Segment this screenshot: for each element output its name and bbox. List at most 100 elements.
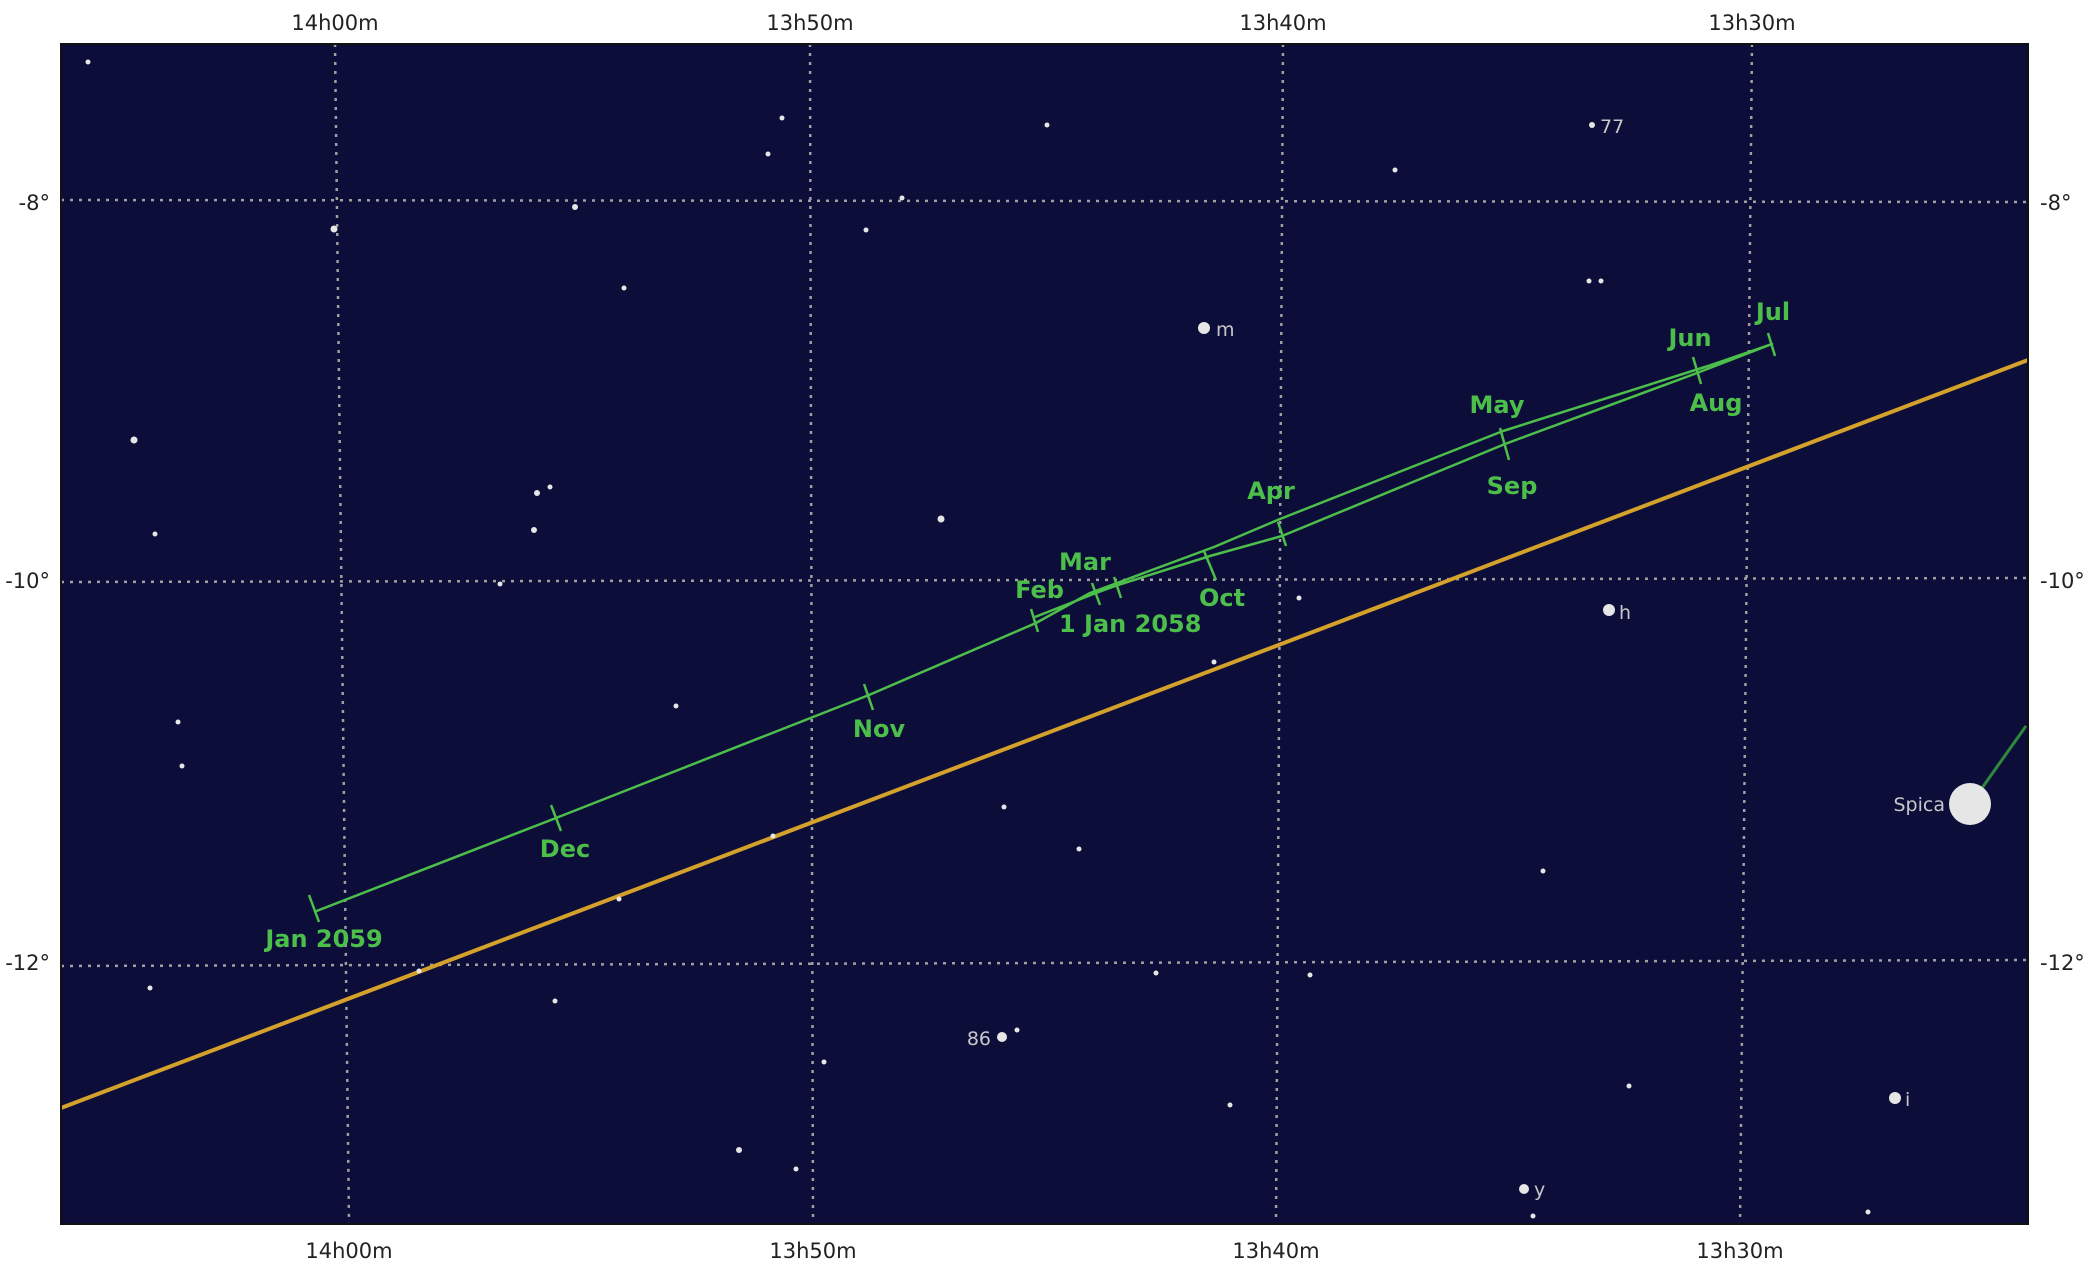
track-month-tick	[1691, 356, 1703, 385]
track-label-may: May	[1470, 391, 1525, 419]
star-label-i: i	[1905, 1089, 1910, 1111]
background-star	[152, 531, 158, 537]
background-star	[673, 703, 679, 709]
star-i	[1889, 1092, 1901, 1104]
track-label-nov: Nov	[853, 715, 906, 743]
track-label-mar: Mar	[1059, 548, 1111, 576]
dec-grid-line-minus-8	[60, 198, 2029, 204]
track-month-tick	[1766, 332, 1777, 357]
background-star	[147, 985, 153, 991]
background-star	[1586, 278, 1592, 284]
background-star	[330, 225, 338, 233]
star-spica	[1949, 783, 1991, 825]
track-month-tick	[1202, 550, 1218, 581]
ra-bottom-tick-label: 13h30m	[1696, 1239, 1783, 1263]
coordinate-grid	[60, 43, 2029, 1225]
background-star	[1530, 1213, 1536, 1219]
background-star	[1540, 868, 1546, 874]
background-star	[572, 204, 578, 210]
background-star	[736, 1147, 742, 1153]
track-month-tick	[1112, 576, 1123, 599]
track-month-tick	[1090, 582, 1102, 606]
background-star	[1014, 1027, 1020, 1033]
background-star	[130, 436, 138, 444]
ra-grid-line-14h00m	[333, 43, 351, 1225]
background-star	[1044, 122, 1050, 128]
track-label-sep: Sep	[1487, 472, 1538, 500]
spica-pointer-line	[1980, 725, 2028, 789]
track-month-labels: 1 Jan 2058 Feb Mar Apr May Jun Jul Aug S…	[263, 298, 1790, 953]
star-h	[1603, 604, 1615, 616]
named-stars: 77 m h Spica 86 i y	[967, 116, 2028, 1201]
track-label-1-jan-2058: 1 Jan 2058	[1059, 610, 1201, 638]
background-star	[863, 227, 869, 233]
ra-bottom-tick-label: 13h40m	[1232, 1239, 1319, 1263]
background-star	[179, 763, 185, 769]
background-star	[1598, 278, 1604, 284]
track-label-jul: Jul	[1754, 298, 1790, 326]
background-star	[937, 515, 945, 523]
dec-right-tick-label: -12°	[2040, 951, 2085, 975]
dec-left-tick-label: -10°	[5, 569, 50, 593]
background-star	[175, 719, 181, 725]
background-star	[1865, 1209, 1871, 1215]
background-star	[1001, 804, 1007, 810]
track-month-ticks	[307, 332, 1777, 923]
background-star	[1296, 595, 1302, 601]
background-star	[821, 1059, 827, 1065]
star-field	[85, 59, 1871, 1219]
track-label-apr: Apr	[1247, 477, 1295, 505]
dec-right-tick-label: -8°	[2040, 191, 2071, 215]
ra-top-tick-label: 13h50m	[766, 11, 853, 35]
dec-left-tick-label: -12°	[5, 951, 50, 975]
background-star	[416, 968, 422, 974]
star-m	[1198, 322, 1210, 334]
dec-grid-line-minus-10	[60, 576, 2029, 584]
background-star	[1307, 972, 1313, 978]
background-star	[770, 833, 776, 839]
track-label-jan-2059: Jan 2059	[263, 925, 382, 953]
star-label-77: 77	[1600, 116, 1624, 138]
background-star	[1076, 846, 1082, 852]
background-star	[85, 59, 91, 65]
background-star	[534, 490, 540, 496]
ra-grid-line-13h50m	[808, 43, 815, 1225]
plot-frame	[60, 43, 2029, 1225]
dec-left-tick-label: -8°	[19, 191, 50, 215]
star-label-y: y	[1534, 1179, 1545, 1201]
track-month-tick	[1498, 427, 1511, 461]
background-star	[552, 998, 558, 1004]
background-star	[621, 285, 627, 291]
track-label-dec: Dec	[540, 835, 590, 863]
dec-grid-line-minus-12	[60, 958, 2029, 968]
track-month-tick	[1276, 521, 1288, 547]
star-label-86: 86	[967, 1028, 991, 1050]
star-86	[997, 1032, 1007, 1042]
ecliptic-line	[60, 358, 2029, 1110]
ra-top-tick-label: 13h40m	[1239, 11, 1326, 35]
object-track-path	[313, 342, 1774, 914]
background-star	[899, 195, 905, 201]
track-month-tick	[862, 683, 875, 711]
ra-bottom-tick-label: 14h00m	[305, 1239, 392, 1263]
background-star	[779, 115, 785, 121]
background-star	[1153, 970, 1159, 976]
star-label-h: h	[1619, 602, 1631, 624]
background-star	[1392, 167, 1398, 173]
background-star	[765, 151, 771, 157]
star-77	[1589, 122, 1595, 128]
background-star	[547, 484, 553, 490]
background-star	[531, 527, 537, 533]
background-star	[793, 1166, 799, 1172]
track-label-feb: Feb	[1015, 576, 1064, 604]
sky-background	[61, 44, 2028, 1224]
star-y	[1519, 1184, 1529, 1194]
ra-top-tick-label: 13h30m	[1708, 11, 1795, 35]
track-month-tick	[1029, 608, 1040, 633]
dec-right-tick-label: -10°	[2040, 569, 2085, 593]
track-label-jun: Jun	[1666, 324, 1711, 352]
ra-top-tick-label: 14h00m	[291, 11, 378, 35]
track-month-tick	[549, 804, 563, 832]
ra-grid-line-13h30m	[1738, 43, 1754, 1225]
